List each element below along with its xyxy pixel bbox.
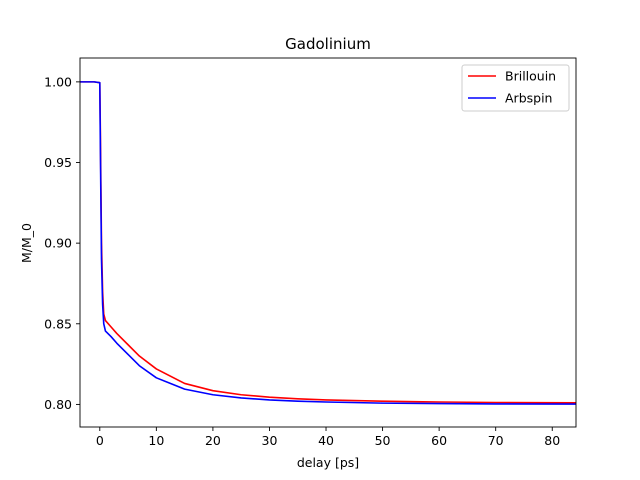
y-tick-label: 1.00	[44, 74, 72, 89]
plot-frame	[79, 57, 577, 428]
y-axis-title: M/M_0	[19, 223, 34, 263]
x-tick-label: 50	[375, 433, 391, 448]
y-tick-label: 0.95	[44, 155, 72, 170]
legend-label-arbspin: Arbspin	[505, 91, 552, 106]
plot-area: 0 10 20 30 40 50 60 70 80 0.80 0.85 0.90 0.95 1.00 Bri…	[44, 57, 577, 448]
x-tick-label: 70	[488, 433, 504, 448]
legend-label-brillouin: Brillouin	[505, 69, 556, 84]
series-line-arbspin	[80, 81, 576, 405]
chart-title: Gadolinium	[285, 35, 371, 53]
x-tick-label: 0	[96, 433, 104, 448]
x-tick-label: 30	[262, 433, 278, 448]
x-axis-title: delay [ps]	[297, 455, 359, 470]
y-tick-label: 0.85	[44, 316, 72, 331]
x-tick-label: 20	[205, 433, 221, 448]
x-tick-label: 40	[318, 433, 334, 448]
legend: Brillouin Arbspin	[461, 64, 570, 112]
x-tick-label: 60	[431, 433, 447, 448]
x-tick-label: 10	[148, 433, 164, 448]
x-tick-label: 80	[544, 433, 560, 448]
y-tick-label: 0.80	[44, 397, 72, 412]
y-tick-label: 0.90	[44, 236, 72, 251]
